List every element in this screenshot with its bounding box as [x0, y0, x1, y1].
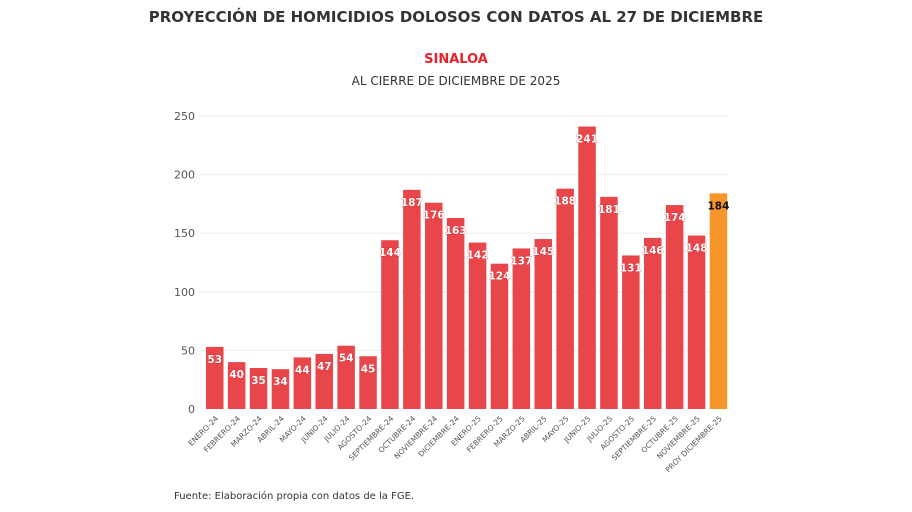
y-tick-label: 250 — [174, 110, 195, 123]
data-label: 144 — [379, 247, 401, 259]
data-label: 47 — [317, 361, 332, 373]
data-label: 146 — [642, 245, 664, 257]
bar — [600, 196, 618, 409]
y-tick-label: 150 — [174, 227, 195, 240]
data-label: 45 — [361, 363, 376, 375]
bar — [337, 345, 355, 409]
data-label: 53 — [207, 354, 222, 366]
y-tick-label: 0 — [188, 403, 195, 416]
bar — [381, 240, 399, 409]
data-label: 174 — [664, 212, 686, 224]
data-label: 124 — [488, 271, 510, 283]
source-note: Fuente: Elaboración propia con datos de … — [174, 491, 415, 502]
data-label: 34 — [273, 376, 288, 388]
bar — [359, 356, 377, 409]
bar — [644, 237, 662, 409]
data-label: 35 — [251, 375, 266, 387]
data-label: 148 — [686, 243, 708, 255]
chart-subtitle: SINALOA — [424, 52, 488, 67]
chart-subtitle-2: AL CIERRE DE DICIEMBRE DE 2025 — [351, 74, 561, 88]
data-label: 184 — [707, 200, 729, 212]
data-label: 145 — [532, 246, 554, 258]
y-tick-label: 200 — [174, 169, 195, 182]
data-label: 142 — [467, 250, 489, 262]
data-label: 54 — [339, 353, 354, 365]
data-label: 181 — [598, 204, 620, 216]
bar — [293, 357, 312, 409]
data-label: 44 — [295, 364, 310, 376]
data-label: 188 — [554, 196, 576, 208]
bar — [665, 205, 684, 409]
bar — [578, 126, 596, 409]
bar — [468, 242, 487, 409]
data-label: 187 — [401, 197, 423, 209]
data-label: 40 — [229, 369, 244, 381]
chart-title: PROYECCIÓN DE HOMICIDIOS DOLOSOS CON DAT… — [148, 8, 764, 26]
bar — [315, 353, 333, 409]
bar — [534, 239, 552, 409]
bar — [512, 248, 531, 409]
bar — [271, 369, 290, 409]
y-tick-label: 50 — [181, 344, 195, 357]
data-label: 137 — [510, 255, 532, 267]
bar — [709, 193, 728, 409]
bar — [490, 263, 509, 409]
data-label: 163 — [445, 225, 467, 237]
bar — [206, 346, 224, 409]
bar — [227, 362, 246, 409]
data-label: 176 — [423, 210, 445, 222]
bar — [622, 255, 640, 409]
data-label: 131 — [620, 262, 642, 274]
bar — [249, 367, 268, 409]
data-label: 241 — [576, 134, 598, 146]
bar — [446, 217, 465, 409]
bar — [403, 189, 421, 409]
y-tick-label: 100 — [174, 286, 195, 299]
bar — [425, 202, 443, 409]
bar — [687, 235, 706, 409]
bar — [556, 188, 574, 409]
